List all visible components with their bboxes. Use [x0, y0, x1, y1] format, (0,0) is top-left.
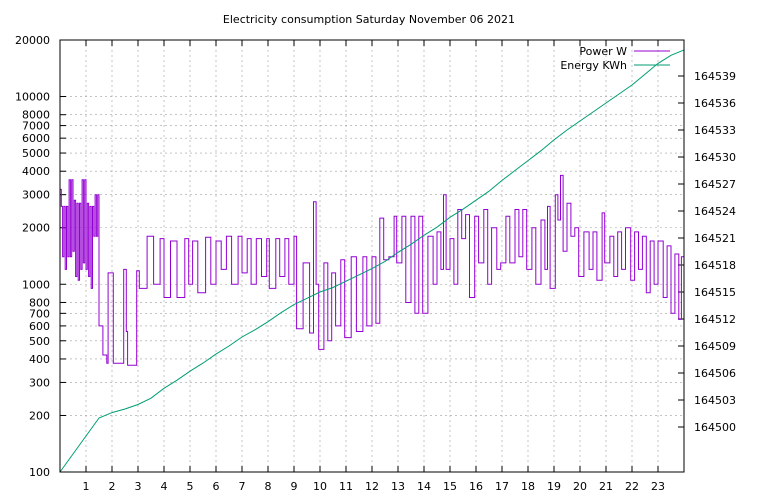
- y-right-tick-label: 164509: [694, 340, 736, 353]
- x-tick-label: 4: [161, 480, 168, 493]
- y-right-tick-label: 164527: [694, 178, 736, 191]
- y-left-tick-label: 4000: [22, 165, 50, 178]
- y-left-tick-label: 400: [29, 353, 50, 366]
- x-tick-label: 14: [417, 480, 431, 493]
- y-right-tick-label: 164506: [694, 367, 736, 380]
- x-tick-label: 2: [109, 480, 116, 493]
- y-right-tick-label: 164503: [694, 394, 736, 407]
- series-line-power-w: [60, 174, 685, 366]
- x-tick-label: 23: [651, 480, 665, 493]
- y-left-tick-label: 20000: [15, 34, 50, 47]
- x-tick-label: 5: [187, 480, 194, 493]
- y-left-tick-label: 7000: [22, 120, 50, 133]
- y-right-tick-label: 164530: [694, 151, 736, 164]
- y-left-tick-label: 10000: [15, 91, 50, 104]
- x-tick-label: 6: [213, 480, 220, 493]
- series-line-energy-kwh: [59, 49, 685, 473]
- y-left-tick-label: 200: [29, 409, 50, 422]
- series-lines: [59, 49, 685, 473]
- y-right-tick-label: 164524: [694, 205, 736, 218]
- y-left-tick-label: 1000: [22, 278, 50, 291]
- y-right-tick-label: 164500: [694, 421, 736, 434]
- x-tick-label: 8: [265, 480, 272, 493]
- chart-title: Electricity consumption Saturday Novembe…: [223, 13, 515, 26]
- y-left-tick-label: 6000: [22, 132, 50, 145]
- x-tick-label: 9: [291, 480, 298, 493]
- legend-label-power-w: Power W: [579, 45, 627, 58]
- x-tick-label: 21: [599, 480, 613, 493]
- y-right-tick-label: 164539: [694, 70, 736, 83]
- x-tick-label: 10: [313, 480, 327, 493]
- x-tick-label: 17: [495, 480, 509, 493]
- y-right-tick-label: 164512: [694, 313, 736, 326]
- y-right-tick-label: 164518: [694, 259, 736, 272]
- x-tick-label: 22: [625, 480, 639, 493]
- y-right-tick-label: 164515: [694, 286, 736, 299]
- y-left-tick-label: 700: [29, 307, 50, 320]
- y-right-ticks: 164500 164503 164506 164509 164512 164515 1645…: [678, 70, 736, 434]
- plot-frame: [59, 39, 685, 473]
- y-left-tick-label: 100: [29, 466, 50, 479]
- legend-label-energy-kwh: Energy KWh: [560, 59, 627, 72]
- x-tick-label: 18: [521, 480, 535, 493]
- x-tick-label: 15: [443, 480, 457, 493]
- x-tick-label: 7: [239, 480, 246, 493]
- y-left-tick-label: 5000: [22, 147, 50, 160]
- y-left-tick-label: 500: [29, 335, 50, 348]
- x-tick-label: 13: [391, 480, 405, 493]
- y-left-tick-label: 3000: [22, 189, 50, 202]
- y-left-tick-label: 300: [29, 376, 50, 389]
- y-right-tick-label: 164533: [694, 124, 736, 137]
- x-tick-label: 16: [469, 480, 483, 493]
- x-tick-label: 3: [135, 480, 142, 493]
- y-left-tick-label: 8000: [22, 109, 50, 122]
- x-ticks: 1 2 3 4 5 6 7 8 9 10 11 12 13 14 15 16 17 18 19 20 21 22 23: [83, 40, 665, 493]
- y-left-tick-label: 2000: [22, 222, 50, 235]
- y-right-tick-label: 164521: [694, 232, 736, 245]
- y-left-tick-label: 800: [29, 296, 50, 309]
- y-right-tick-label: 164536: [694, 97, 736, 110]
- x-tick-label: 1: [83, 480, 90, 493]
- x-tick-label: 12: [365, 480, 379, 493]
- x-tick-label: 11: [339, 480, 353, 493]
- y-left-tick-label: 600: [29, 320, 50, 333]
- x-tick-label: 20: [573, 480, 587, 493]
- x-tick-label: 19: [547, 480, 561, 493]
